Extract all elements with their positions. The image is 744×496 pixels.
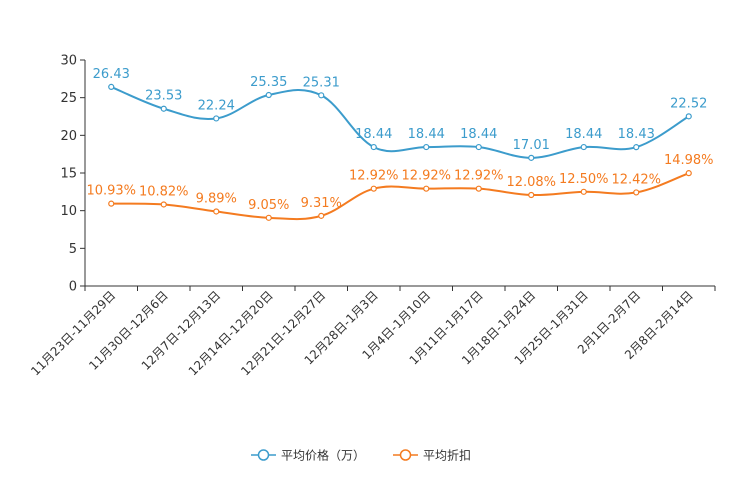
data-point — [370, 143, 377, 151]
data-point — [318, 92, 325, 99]
data-label: 12.42% — [611, 172, 661, 187]
data-label: 18.43 — [618, 127, 655, 142]
data-point — [685, 113, 692, 120]
legend-item-1[interactable]: 平均价格（万） — [251, 448, 365, 463]
y-tick-label: 5 — [69, 242, 77, 257]
series-2: 10.93% 10.82% 9.89% 9.05% 9.31%12.92% 12.92% 1… — [86, 153, 714, 221]
chart-legend: 平均价格（万） 平均折扣 — [251, 448, 471, 463]
x-tick-label: 11月23日-11月29日 — [28, 288, 118, 378]
data-point — [370, 185, 377, 192]
data-label: 25.31 — [303, 75, 340, 90]
data-label: 10.93% — [86, 184, 136, 199]
series-line — [110, 85, 690, 159]
data-label: 23.53 — [145, 89, 182, 104]
series-line — [111, 172, 690, 221]
data-label: 9.31% — [301, 196, 342, 211]
data-label: 17.01 — [513, 138, 550, 153]
data-point — [160, 105, 167, 112]
data-point — [633, 144, 640, 151]
data-point — [580, 143, 587, 151]
data-label: 25.35 — [250, 75, 287, 90]
data-point — [108, 83, 115, 90]
y-tick-label: 15 — [60, 167, 77, 182]
data-point — [475, 185, 482, 192]
data-point — [213, 208, 220, 215]
data-label: 18.44 — [565, 127, 602, 142]
data-point — [633, 189, 640, 196]
data-label: 9.05% — [248, 198, 289, 213]
chart-axes: 05101520253011月23日-11月29日11月30日-12月6日12月… — [28, 54, 716, 378]
data-label: 9.89% — [196, 191, 237, 206]
y-tick-label: 30 — [60, 54, 77, 69]
legend-marker-icon — [257, 449, 270, 461]
data-point — [108, 200, 115, 207]
legend-label: 平均价格（万） — [281, 448, 365, 463]
data-label: 14.98% — [664, 153, 714, 168]
data-label: 12.92% — [349, 169, 399, 184]
data-label: 12.92% — [401, 169, 451, 184]
data-point — [475, 143, 482, 151]
data-point — [423, 185, 430, 192]
data-point — [685, 170, 692, 177]
y-tick-label: 20 — [60, 129, 77, 144]
data-point — [528, 154, 535, 161]
data-label: 12.08% — [506, 175, 556, 190]
data-point — [528, 191, 535, 199]
data-label: 12.92% — [454, 169, 504, 184]
y-tick-label: 0 — [69, 280, 77, 295]
data-point — [265, 91, 272, 99]
y-tick-label: 10 — [60, 204, 77, 219]
legend-label: 平均折扣 — [423, 448, 471, 463]
data-label: 26.43 — [93, 67, 130, 82]
data-label: 12.50% — [559, 172, 609, 187]
data-label: 10.82% — [139, 184, 189, 199]
data-point — [265, 214, 272, 221]
data-label: 22.24 — [198, 98, 235, 113]
chart-series: 26.43 23.53 22.24 25.35 25.31 18.44 18.44 18.44… — [86, 67, 714, 221]
data-point — [423, 143, 430, 151]
y-tick-label: 25 — [60, 91, 77, 106]
series-1: 26.43 23.53 22.24 25.35 25.31 18.44 18.44 18.44… — [93, 67, 707, 161]
data-point — [318, 212, 325, 219]
data-label: 18.44 — [355, 127, 392, 142]
data-point — [213, 115, 220, 122]
data-label: 18.44 — [408, 127, 445, 142]
legend-marker-icon — [399, 449, 412, 461]
data-label: 22.52 — [670, 96, 707, 111]
data-point — [580, 188, 587, 195]
data-point — [160, 201, 167, 208]
data-label: 18.44 — [460, 127, 497, 142]
legend-item-2[interactable]: 平均折扣 — [393, 448, 471, 463]
